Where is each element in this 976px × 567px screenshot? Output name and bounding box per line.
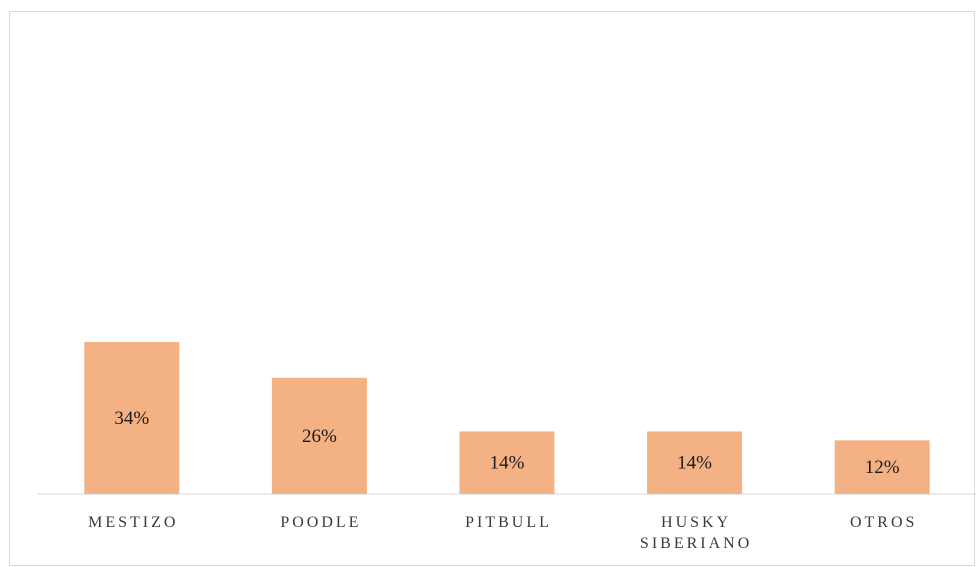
category-label-3-line-0: HUSKY	[661, 514, 731, 531]
category-label-0: MESTIZO	[88, 514, 178, 531]
category-label-2: PITBULL	[465, 514, 552, 531]
bar-3	[647, 431, 743, 494]
bar-2	[459, 431, 555, 494]
bars-group	[84, 342, 930, 494]
category-label-4: OTROS	[850, 514, 917, 531]
data-labels-group: 34% 26% 14% 14% 12%	[114, 408, 899, 478]
data-label-4: 12%	[865, 457, 900, 478]
bar-4	[834, 440, 930, 494]
data-label-3: 14%	[677, 453, 712, 474]
category-labels-group: MESTIZO POODLE PITBULL HUSKY SIBERIANO OTROS	[88, 514, 917, 552]
data-label-2: 14%	[490, 453, 525, 474]
category-label-1: POODLE	[280, 514, 361, 531]
bar-0	[84, 342, 180, 494]
data-label-1: 26%	[302, 426, 337, 447]
data-label-0: 34%	[114, 408, 149, 429]
category-label-3-line-1: SIBERIANO	[640, 535, 752, 552]
bar-1	[271, 377, 367, 494]
